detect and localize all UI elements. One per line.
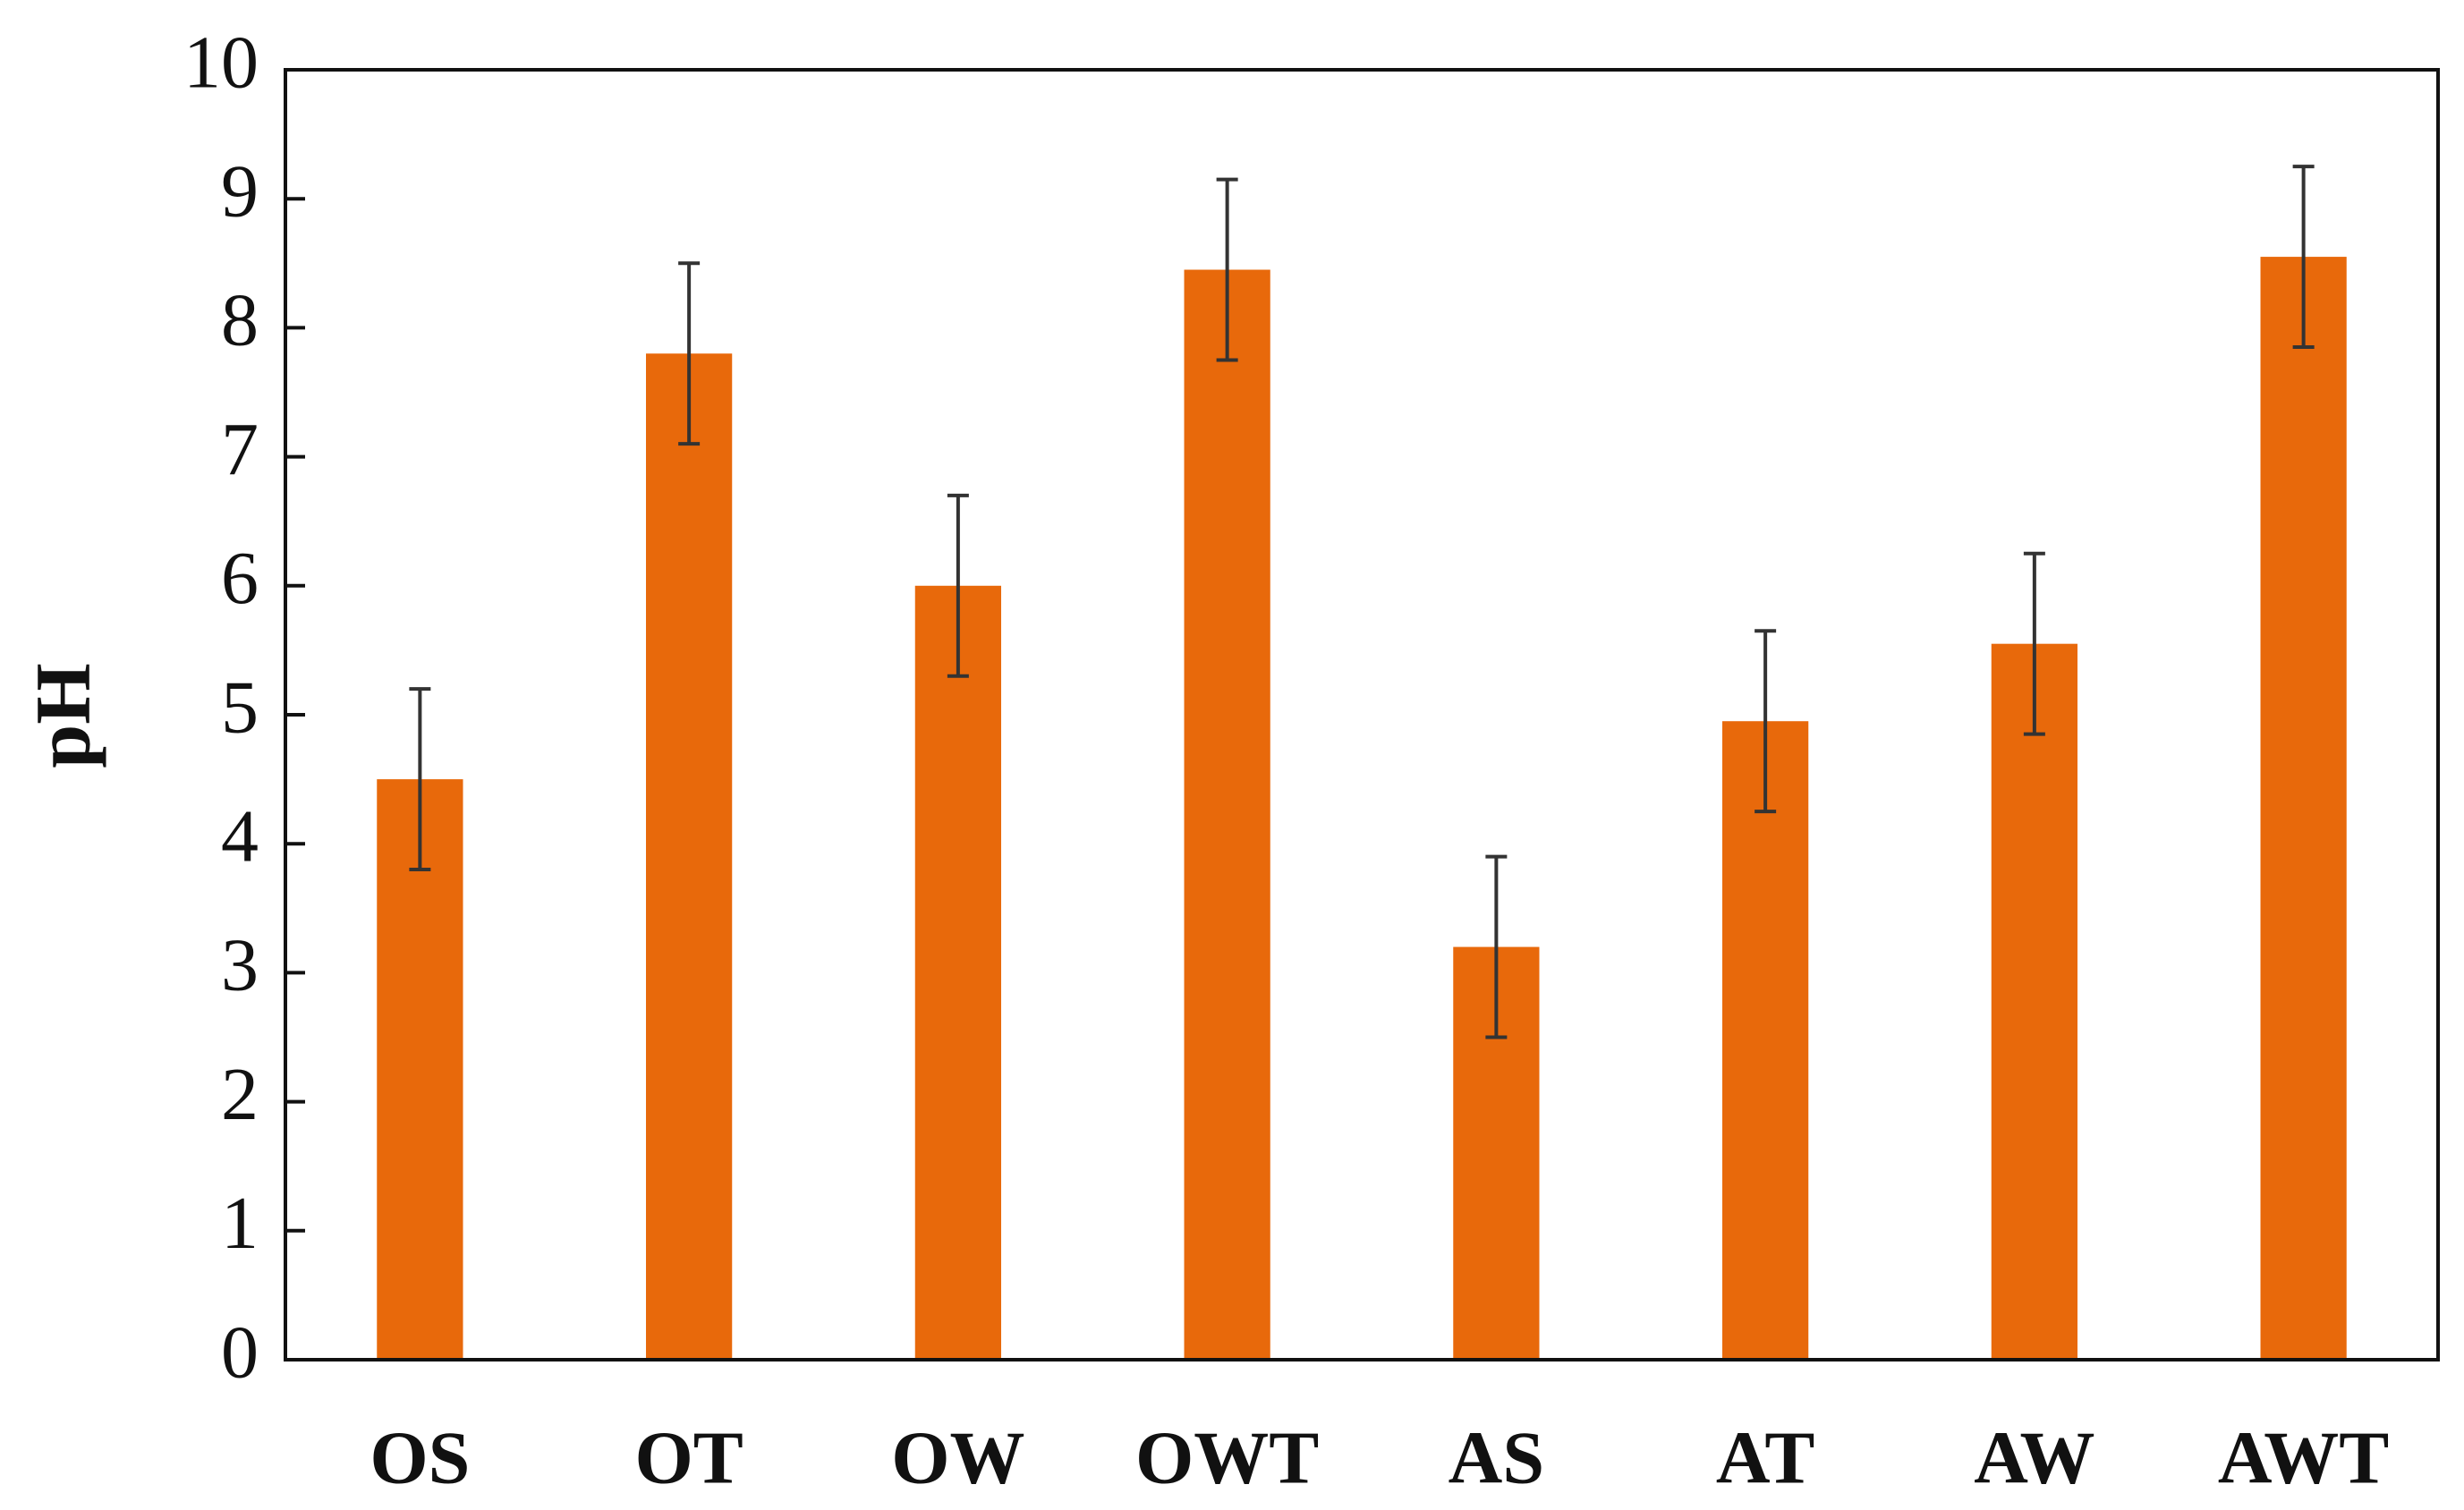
bar xyxy=(1991,643,2077,1360)
error-bar xyxy=(678,261,701,446)
x-tick-label: AT xyxy=(1716,1416,1814,1499)
error-bar xyxy=(1216,177,1238,362)
error-bar xyxy=(2023,551,2045,736)
error-bar xyxy=(409,687,431,872)
y-tick-label: 9 xyxy=(221,149,259,233)
y-tick-label: 8 xyxy=(221,279,259,362)
y-tick-label: 2 xyxy=(221,1053,259,1136)
bar xyxy=(377,779,463,1360)
bar xyxy=(646,353,733,1360)
error-bar xyxy=(1755,629,1777,814)
y-tick-label: 0 xyxy=(221,1311,259,1394)
bar xyxy=(1722,721,1809,1360)
x-tick-label: AS xyxy=(1449,1416,1544,1499)
y-tick-label: 5 xyxy=(221,666,259,749)
error-bar xyxy=(2292,165,2315,350)
bar xyxy=(2260,257,2347,1361)
y-tick-label: 3 xyxy=(221,924,259,1007)
error-bar xyxy=(1485,854,1508,1039)
error-bar xyxy=(947,493,969,678)
y-tick-label: 7 xyxy=(221,408,259,491)
y-tick-label: 6 xyxy=(221,537,259,620)
bar xyxy=(914,585,1001,1360)
y-tick-label: 4 xyxy=(221,794,259,878)
x-tick-label: AWT xyxy=(2218,1416,2389,1499)
x-tick-label: AW xyxy=(1974,1416,2094,1499)
y-axis-label: pH xyxy=(21,663,107,768)
y-tick-label: 1 xyxy=(221,1182,259,1265)
x-tick-label: OWT xyxy=(1135,1416,1319,1499)
x-tick-label: OT xyxy=(634,1416,743,1499)
plot-frame xyxy=(284,68,2440,1362)
x-tick-label: OW xyxy=(891,1416,1024,1499)
bar xyxy=(1184,269,1270,1360)
y-tick-label: 10 xyxy=(183,21,259,104)
x-tick-label: OS xyxy=(370,1416,470,1499)
